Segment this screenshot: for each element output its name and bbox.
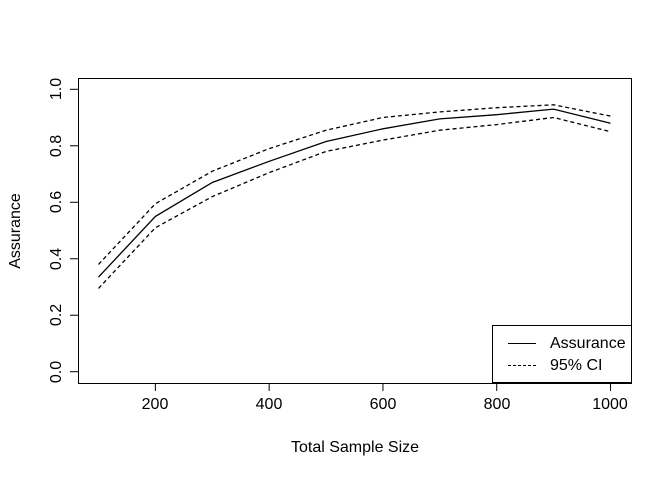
x-axis-tick-label: 400	[255, 396, 283, 413]
y-axis-tick-label: 0.8	[48, 134, 65, 158]
legend: Assurance 95% CI	[492, 325, 632, 383]
x-axis-tick-label: 1000	[592, 396, 628, 413]
dashed-line-sample-icon	[508, 364, 536, 366]
y-axis-tick-label: 0.2	[48, 303, 65, 327]
y-axis-tick-label: 0.4	[48, 247, 65, 271]
x-axis-tick-label: 800	[483, 396, 511, 413]
y-axis-title: Assurance	[7, 193, 24, 269]
x-axis-tick-label: 600	[369, 396, 397, 413]
legend-label: 95% CI	[550, 356, 603, 374]
y-axis-tick-label: 0.6	[48, 190, 65, 214]
y-axis-tick-label: 1.0	[48, 77, 65, 101]
x-axis-title: Total Sample Size	[290, 439, 420, 456]
plot-area	[78, 78, 632, 384]
y-axis-tick-label: 0.0	[48, 360, 65, 384]
solid-line-sample-icon	[508, 342, 536, 344]
x-axis-tick-label: 200	[141, 396, 169, 413]
legend-label: Assurance	[550, 334, 626, 352]
legend-entry-assurance: Assurance	[508, 334, 631, 353]
legend-entry-ci: 95% CI	[508, 356, 631, 375]
